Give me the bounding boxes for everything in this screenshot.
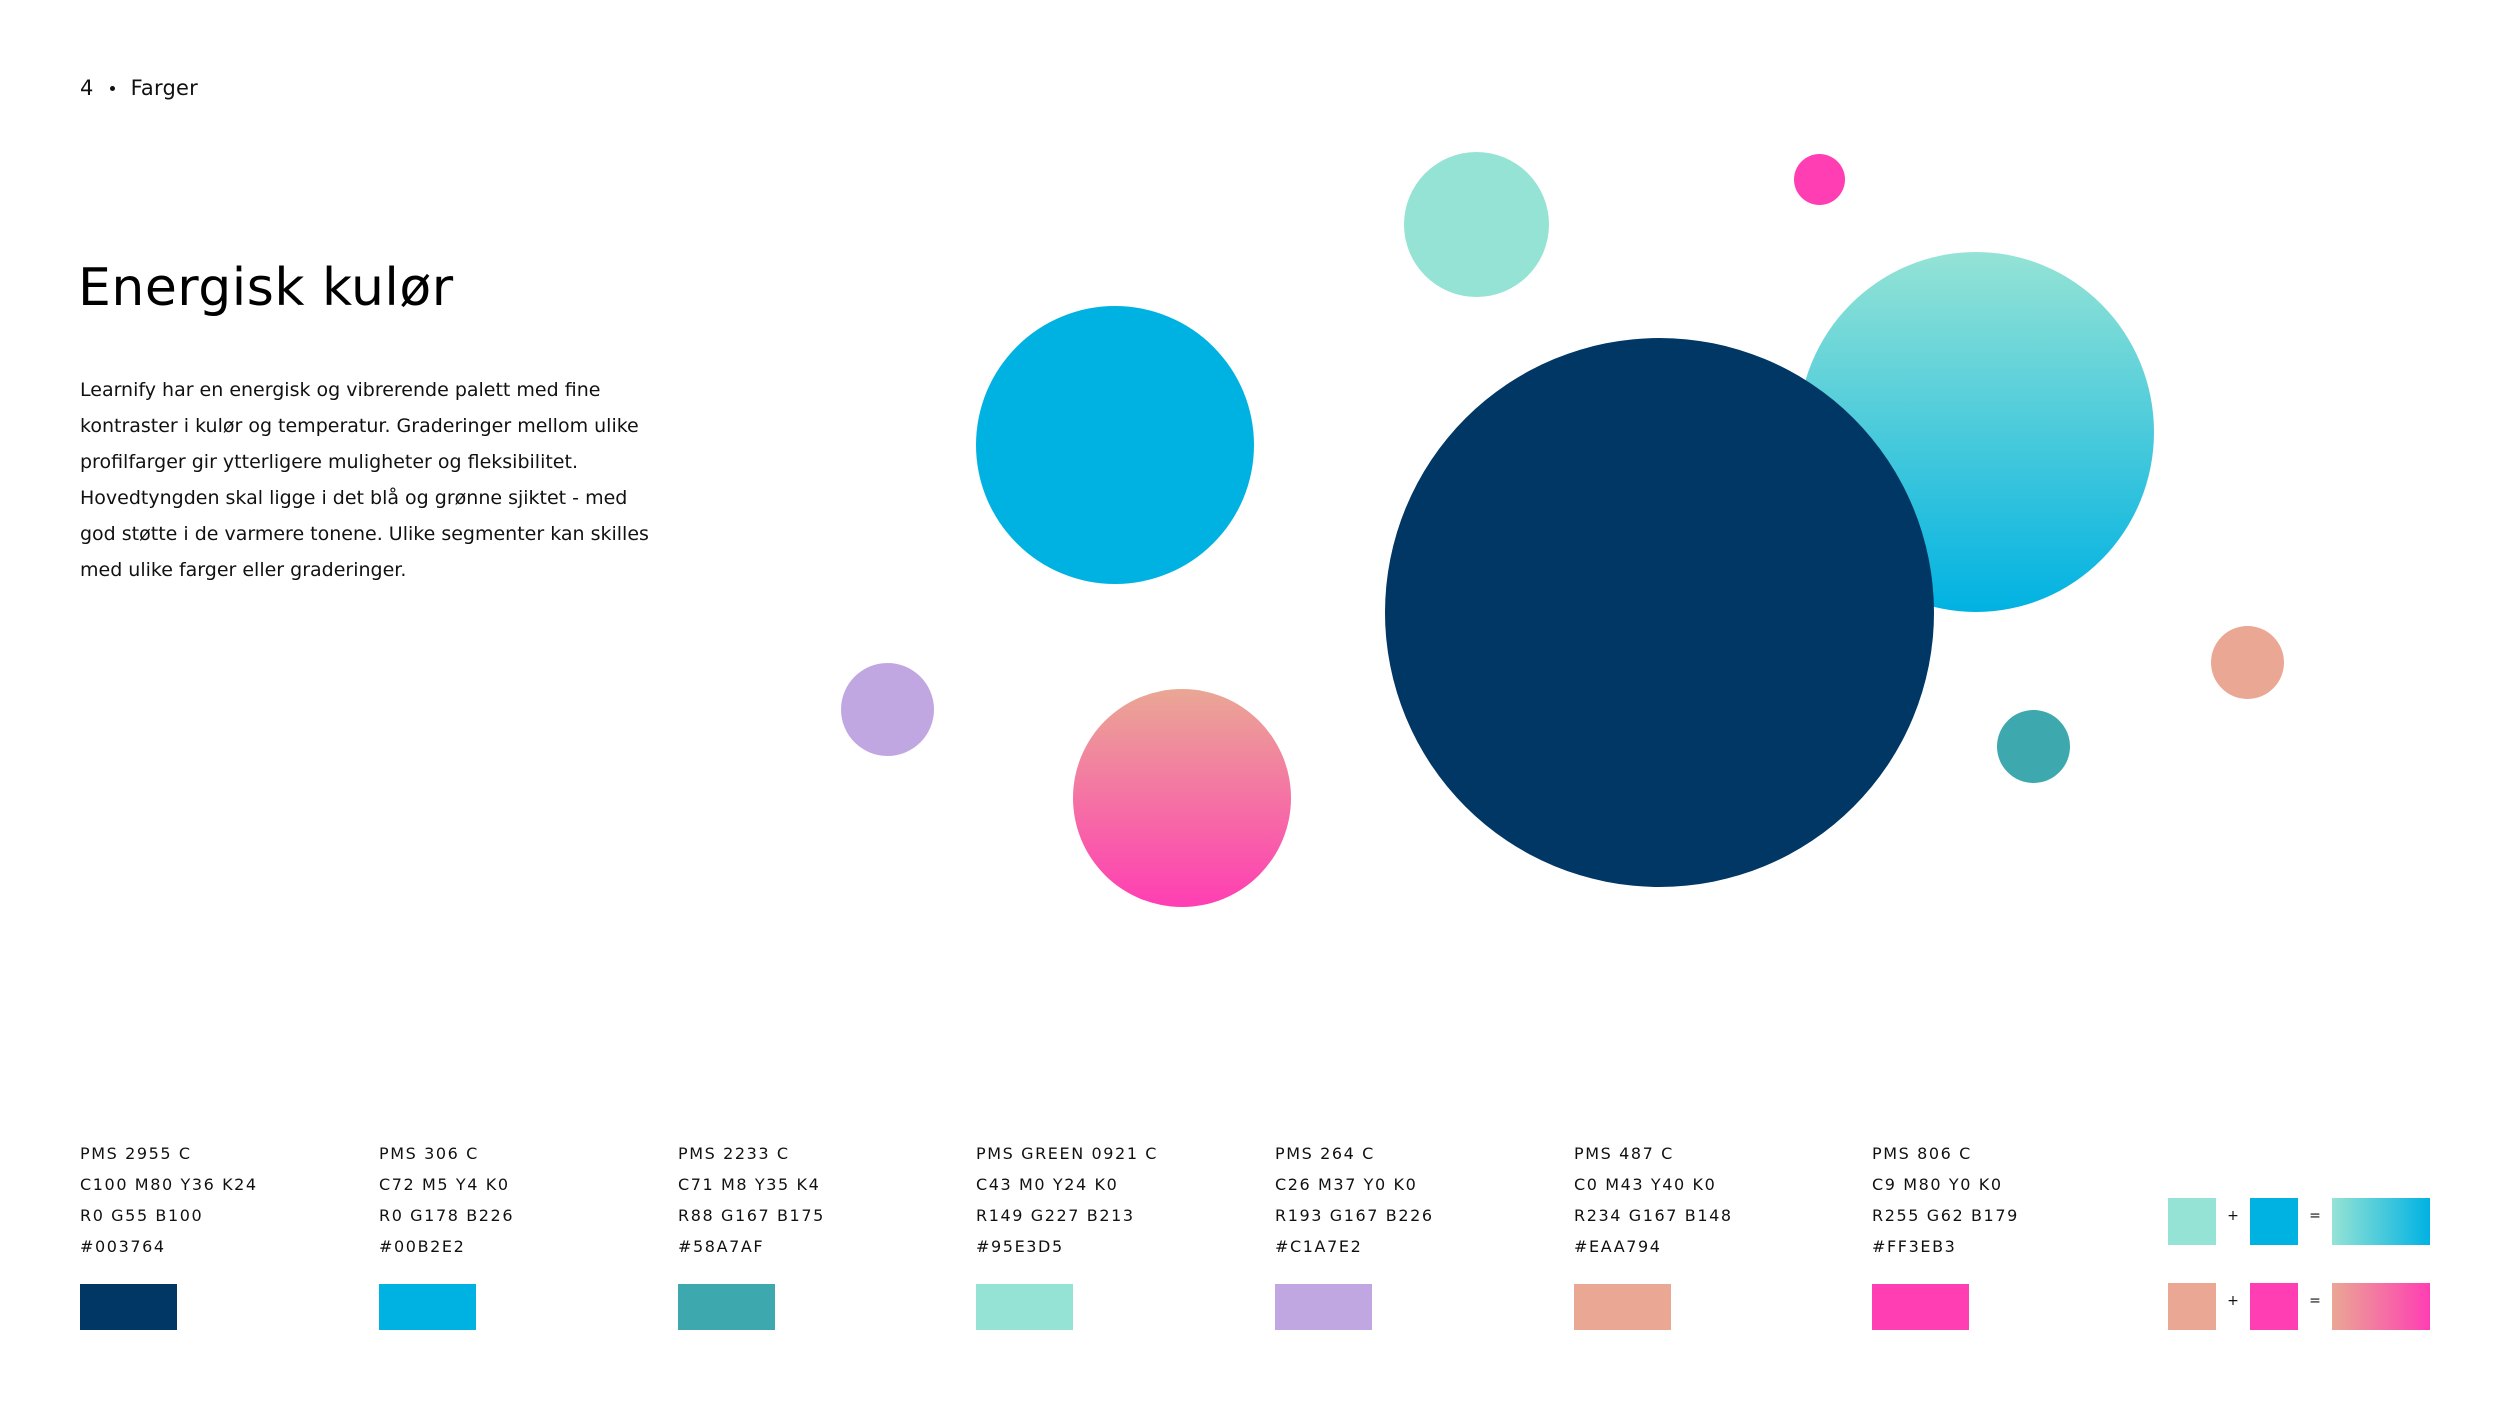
bubble-mint-top — [1404, 152, 1549, 297]
cmyk-value: C71 M8 Y35 K4 — [678, 1175, 821, 1194]
pms-code: PMS 264 C — [1275, 1144, 1375, 1163]
color-chip — [80, 1284, 177, 1330]
gradient-result-chip — [2332, 1198, 2430, 1245]
bubble-lavender — [841, 663, 934, 756]
bubble-blue-large — [976, 306, 1254, 584]
equals-sign: = — [2309, 1293, 2321, 1309]
swatch-mint: PMS GREEN 0921 C C43 M0 Y24 K0 R149 G227… — [976, 1138, 1256, 1330]
swatch-blue: PMS 306 C C72 M5 Y4 K0 R0 G178 B226 #00B… — [379, 1138, 659, 1330]
rgb-value: R255 G62 B179 — [1872, 1206, 2019, 1225]
gradient-start-chip — [2168, 1198, 2216, 1245]
section-label: Farger — [130, 76, 198, 100]
plus-sign: + — [2227, 1293, 2239, 1309]
rgb-value: R88 G167 B175 — [678, 1206, 825, 1225]
pms-code: PMS 306 C — [379, 1144, 479, 1163]
cmyk-value: C9 M80 Y0 K0 — [1872, 1175, 2003, 1194]
color-chip — [379, 1284, 476, 1330]
swatch-salmon: PMS 487 C C0 M43 Y40 K0 R234 G167 B148 #… — [1574, 1138, 1854, 1330]
bubble-salmon-small — [2211, 626, 2284, 699]
pms-code: PMS 487 C — [1574, 1144, 1674, 1163]
hex-value: #C1A7E2 — [1275, 1237, 1363, 1256]
swatch-navy: PMS 2955 C C100 M80 Y36 K24 R0 G55 B100 … — [80, 1138, 360, 1330]
gradient-end-chip — [2250, 1198, 2298, 1245]
pms-code: PMS 2233 C — [678, 1144, 790, 1163]
cmyk-value: C26 M37 Y0 K0 — [1275, 1175, 1418, 1194]
hex-value: #003764 — [80, 1237, 166, 1256]
rgb-value: R193 G167 B226 — [1275, 1206, 1434, 1225]
gradient-formula-cool: + = — [2168, 1198, 2430, 1245]
color-chip — [1872, 1284, 1969, 1330]
gradient-formula-warm: + = — [2168, 1283, 2430, 1330]
cmyk-value: C43 M0 Y24 K0 — [976, 1175, 1119, 1194]
equals-sign: = — [2309, 1208, 2321, 1224]
cmyk-value: C72 M5 Y4 K0 — [379, 1175, 510, 1194]
cmyk-value: C0 M43 Y40 K0 — [1574, 1175, 1717, 1194]
hex-value: #95E3D5 — [976, 1237, 1064, 1256]
rgb-value: R0 G55 B100 — [80, 1206, 204, 1225]
color-chip — [678, 1284, 775, 1330]
page-number: 4 — [80, 76, 94, 100]
rgb-value: R0 G178 B226 — [379, 1206, 515, 1225]
swatch-pink: PMS 806 C C9 M80 Y0 K0 R255 G62 B179 #FF… — [1872, 1138, 2152, 1330]
color-chip — [1574, 1284, 1671, 1330]
hex-value: #EAA794 — [1574, 1237, 1662, 1256]
rgb-value: R149 G227 B213 — [976, 1206, 1135, 1225]
hex-value: #FF3EB3 — [1872, 1237, 1957, 1256]
pms-code: PMS 806 C — [1872, 1144, 1972, 1163]
pms-code: PMS 2955 C — [80, 1144, 192, 1163]
intro-text: Learnify har en energisk og vibrerende p… — [80, 379, 649, 581]
rgb-value: R234 G167 B148 — [1574, 1206, 1733, 1225]
page-title: Energisk kulør — [78, 258, 454, 318]
cmyk-value: C100 M80 Y36 K24 — [80, 1175, 258, 1194]
bubble-pink-small — [1794, 154, 1845, 205]
hex-value: #58A7AF — [678, 1237, 765, 1256]
gradient-start-chip — [2168, 1283, 2216, 1330]
bubble-salmon-pink-gradient — [1073, 689, 1291, 907]
gradient-result-chip — [2332, 1283, 2430, 1330]
swatch-lavender: PMS 264 C C26 M37 Y0 K0 R193 G167 B226 #… — [1275, 1138, 1555, 1330]
bubble-teal-small — [1997, 710, 2070, 783]
separator-dot — [109, 85, 115, 91]
pms-code: PMS GREEN 0921 C — [976, 1144, 1159, 1163]
page-header: 4 Farger — [80, 76, 198, 100]
gradient-end-chip — [2250, 1283, 2298, 1330]
bubble-navy-main — [1385, 338, 1934, 887]
plus-sign: + — [2227, 1208, 2239, 1224]
color-chip — [976, 1284, 1073, 1330]
hex-value: #00B2E2 — [379, 1237, 466, 1256]
swatch-teal: PMS 2233 C C71 M8 Y35 K4 R88 G167 B175 #… — [678, 1138, 958, 1330]
color-chip — [1275, 1284, 1372, 1330]
